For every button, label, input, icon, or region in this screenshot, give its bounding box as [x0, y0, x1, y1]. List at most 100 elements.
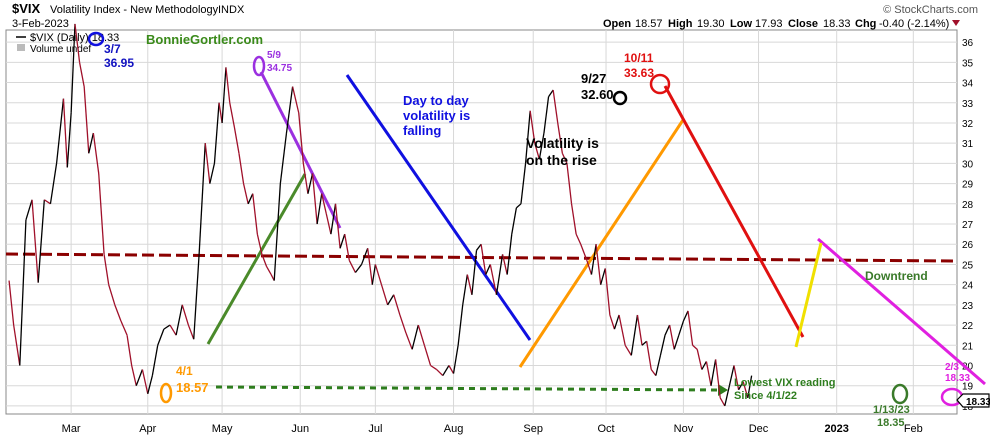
price-segment — [534, 143, 540, 160]
price-segment — [367, 248, 373, 285]
price-segment — [98, 173, 105, 255]
y-tick-label: 35 — [962, 58, 974, 69]
price-segment — [436, 369, 444, 377]
price-segment — [570, 203, 577, 235]
price-segment — [430, 364, 438, 371]
jan13-date: 1/13/23 — [873, 404, 910, 416]
grid — [6, 30, 957, 414]
price-segment — [566, 163, 573, 204]
price-segment — [256, 233, 263, 255]
x-tick-label: Nov — [674, 423, 694, 435]
price-segment — [163, 324, 171, 330]
price-segment — [55, 98, 65, 164]
price-segment — [291, 86, 300, 114]
lowest-text-line1: Lowest VIX reading — [734, 377, 835, 389]
price-segment — [538, 132, 545, 160]
y-tick-label: 19 — [962, 382, 974, 393]
price-segment — [218, 102, 223, 124]
purple-trendline — [259, 71, 342, 229]
price-segment — [411, 324, 419, 350]
low-label: Low — [730, 18, 752, 30]
price-segment — [339, 233, 346, 249]
price-segment — [175, 304, 183, 336]
peak-circle-mar7 — [87, 31, 105, 47]
peak-circle-may9 — [252, 55, 266, 77]
feb3-value: 18.33 — [945, 373, 970, 384]
y-tick-label: 28 — [962, 200, 974, 211]
x-tick-label: Sep — [523, 423, 543, 435]
price-segment — [485, 264, 491, 275]
plot-frame — [5, 29, 958, 415]
magenta-downtrend-line — [817, 237, 986, 386]
oct11-date: 10/11 — [624, 51, 654, 65]
y-tick-label: 34 — [962, 79, 974, 90]
apr1-date: 4/1 — [176, 364, 193, 378]
price-segment — [78, 62, 85, 87]
price-segment — [742, 381, 749, 399]
price-segment — [157, 328, 165, 346]
price-segment — [8, 280, 15, 326]
price-segment — [62, 98, 68, 168]
price-segment — [108, 284, 116, 306]
price-segment — [590, 244, 597, 275]
high-label: High — [668, 18, 693, 30]
y-tick-label: 32 — [962, 119, 974, 130]
red-downtrend-line — [663, 85, 805, 338]
open-label: Open — [603, 18, 631, 30]
price-segment — [92, 132, 100, 174]
price-segment — [103, 254, 110, 285]
chg-label: Chg — [855, 18, 876, 30]
open-value: 18.57 — [635, 18, 663, 30]
price-segment — [225, 67, 231, 103]
price-segment — [88, 132, 94, 154]
price-segment — [719, 397, 726, 407]
price-segment — [586, 260, 593, 275]
symbol-label: $VIX — [12, 1, 41, 16]
price-segment — [664, 324, 671, 336]
yellow-uptrend-line — [794, 242, 823, 348]
price-segment — [321, 193, 327, 215]
price-segment — [650, 369, 657, 376]
price-segment — [618, 314, 626, 346]
price-segment — [613, 314, 620, 330]
price-segment — [204, 143, 211, 184]
lowest-reading-dashed-line — [215, 385, 719, 392]
price-segment — [193, 254, 200, 340]
price-segment — [265, 266, 272, 275]
y-tick-label: 24 — [962, 281, 974, 292]
price-segment — [548, 89, 554, 98]
price-segment — [696, 349, 703, 370]
price-segment — [714, 359, 721, 398]
date-label: 3-Feb-2023 — [12, 18, 69, 30]
price-segment — [543, 96, 550, 134]
price-segment — [399, 314, 407, 334]
price-segment — [354, 264, 363, 273]
high-value: 19.30 — [697, 18, 725, 30]
price-segment — [520, 163, 527, 204]
price-segment — [495, 254, 504, 295]
x-tick-label: Jul — [368, 423, 382, 435]
price-segment — [238, 153, 245, 184]
y-tick-label: 21 — [962, 341, 974, 352]
price-segment — [31, 199, 39, 283]
price-segment — [641, 340, 648, 346]
jan13-value: 18.35 — [877, 417, 905, 429]
price-segment — [141, 369, 149, 394]
index-name: Volatility Index - New Methodology — [50, 4, 219, 16]
arrow-right-icon — [718, 384, 728, 396]
price-segment — [360, 248, 369, 265]
oct11-value: 33.63 — [624, 66, 654, 80]
low-circle-apr1 — [159, 382, 173, 404]
price-segment — [126, 335, 133, 366]
rise-text-line2: on the rise — [526, 152, 597, 168]
price-segment — [380, 284, 389, 306]
y-tick-label: 31 — [962, 139, 974, 150]
price-segment — [724, 385, 731, 407]
y-tick-label: 29 — [962, 180, 974, 191]
price-segment — [645, 341, 652, 370]
peak-circle-oct11 — [649, 73, 671, 95]
price-segment — [423, 345, 432, 366]
price-segment — [70, 23, 76, 113]
price-segment — [13, 324, 21, 366]
price-segment — [242, 183, 249, 204]
